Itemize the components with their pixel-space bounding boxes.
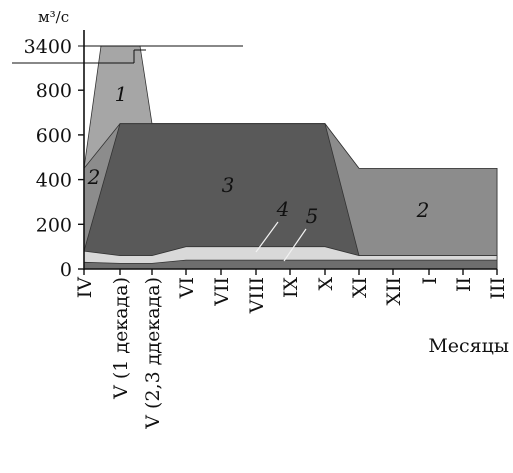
area-series-5 xyxy=(83,259,498,270)
area-label-1: 1 xyxy=(115,82,128,106)
leader-line-5 xyxy=(283,228,307,262)
x-tick-label-4: VII xyxy=(211,277,233,307)
y-axis-unit: м³/с xyxy=(38,8,69,26)
x-tick-label-12: III xyxy=(487,277,509,300)
area-label-2-right: 2 xyxy=(416,198,430,222)
y-tick-label-800: 800 xyxy=(36,80,72,102)
y-tick-label-400: 400 xyxy=(36,170,72,192)
x-tick-label-7: X xyxy=(315,277,337,291)
x-tick-label-5: VIII xyxy=(246,277,268,314)
area-label-5: 5 xyxy=(306,204,319,228)
x-tick-label-11: II xyxy=(453,277,475,292)
axes-layer xyxy=(12,30,498,275)
y-tick-label-600: 600 xyxy=(36,125,72,147)
x-axis-title: Месяцы xyxy=(428,335,509,357)
y-tick-label-200: 200 xyxy=(36,214,72,236)
x-tick-label-2: V (2,3 ддекада) xyxy=(142,277,164,430)
x-tick-label-9: XII xyxy=(383,277,405,306)
x-tick-label-1: V (1 декада) xyxy=(110,277,132,400)
y-tick-label-0: 0 xyxy=(60,259,72,281)
x-tick-label-8: XI xyxy=(349,277,371,298)
areas-layer xyxy=(83,45,498,270)
labels-layer: 0 200 400 600 800 3400 м³/с IV V (1 декада) V (2,… xyxy=(24,8,509,430)
area-label-3: 3 xyxy=(222,173,235,197)
x-tick-label-10: I xyxy=(419,277,441,285)
area-label-4: 4 xyxy=(276,197,290,221)
leader-line-4 xyxy=(255,221,279,253)
x-tick-label-0: IV xyxy=(74,277,96,299)
y-tick-label-3400: 3400 xyxy=(24,36,72,58)
x-tick-label-6: IX xyxy=(280,277,302,299)
area-label-2: 2 xyxy=(87,165,101,189)
x-tick-label-3: VI xyxy=(176,277,198,299)
